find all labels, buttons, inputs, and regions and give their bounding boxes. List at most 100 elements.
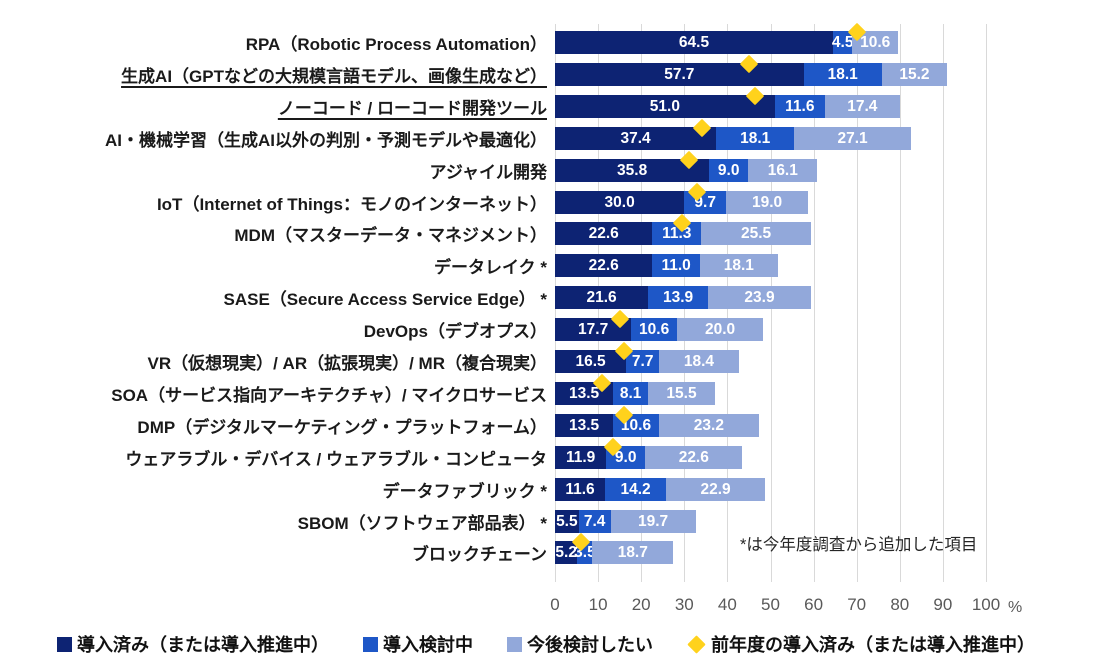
bar-value-label: 30.0 <box>604 193 635 211</box>
bar-segment-considering <box>803 62 882 86</box>
legend-label: 今後検討したい <box>527 635 653 655</box>
bar-segment-considering <box>652 222 702 246</box>
bar-segment-installed <box>555 254 653 278</box>
category-label: DevOps（デブオプス） <box>363 322 547 342</box>
x-tick-label: 50 <box>761 595 780 614</box>
legend-label: 導入済み（または導入推進中） <box>77 635 329 655</box>
bar-value-label: 10.6 <box>860 34 891 51</box>
bar-segment-installed <box>555 350 627 373</box>
bar-segment-future <box>794 126 911 150</box>
bar-segment-considering <box>613 381 649 405</box>
bar-segment-installed <box>555 509 579 533</box>
bar-value-label: 25.5 <box>740 225 772 243</box>
x-tick-label: 70 <box>847 595 867 614</box>
bar-value-label: 13.5 <box>568 416 600 434</box>
bar-value-label: 4.5 <box>831 34 854 51</box>
category-label: IoT（Internet of Things：モノのインターネット） <box>156 194 547 214</box>
legend-item: 導入済み（または導入推進中） <box>57 631 329 657</box>
bar-value-label: 7.4 <box>583 512 606 530</box>
category-label: MDM（マスターデータ・マネジメント） <box>234 226 547 246</box>
legend-label: 導入検討中 <box>383 635 473 655</box>
x-tick-label: 20 <box>631 595 651 614</box>
bar-value-label: 22.9 <box>700 480 731 498</box>
legend: 導入済み（または導入推進中） 導入検討中 今後検討したい 前年度の導入済み（または導入… <box>57 631 1035 657</box>
bar-value-label: 22.6 <box>588 225 619 243</box>
legend-square-icon <box>57 636 72 652</box>
bar-value-label: 64.5 <box>678 34 710 51</box>
bar-segment-installed <box>555 62 804 86</box>
bar-segment-future <box>666 477 765 501</box>
x-tick-label: 10 <box>588 595 608 614</box>
bar-value-label: 15.2 <box>899 65 930 83</box>
x-tick-label: 40 <box>717 595 737 614</box>
gridline <box>986 24 987 582</box>
category-label: 生成AI（GPTなどの大規模言語モデル、画像生成など） <box>121 66 547 86</box>
bar-segment-future <box>592 541 674 565</box>
bar-value-label: 22.6 <box>678 448 709 466</box>
bar-value-label: 18.1 <box>740 129 771 147</box>
legend-item: 導入検討中 <box>363 631 473 657</box>
x-tick-label: 0 <box>550 595 560 614</box>
legend-item: 今後検討したい <box>507 631 653 657</box>
bar-value-label: 11.9 <box>565 448 596 466</box>
bar-value-label: 5.2 <box>555 544 577 562</box>
bar-segment-considering <box>578 509 611 533</box>
bar-segment-considering <box>648 286 708 310</box>
category-label: データレイク * <box>434 258 547 278</box>
bar-segment-considering <box>716 126 795 150</box>
gridline <box>942 24 944 582</box>
bar-value-label: 21.6 <box>586 289 617 307</box>
bar-value-label: 23.2 <box>693 416 724 434</box>
category-label: SASE（Secure Access Service Edge） * <box>223 290 547 310</box>
legend-square-icon <box>363 636 378 652</box>
bar-value-label: 27.1 <box>837 129 868 147</box>
category-label: SBOM（ソフトウェア部品表） * <box>297 513 547 533</box>
bar-segment-future <box>645 445 743 469</box>
bar-value-label: 18.4 <box>683 353 715 370</box>
bar-value-label: 9.0 <box>614 448 637 466</box>
bar-segment-considering <box>631 318 677 342</box>
gridline <box>856 24 858 582</box>
bar-value-label: 10.6 <box>639 321 670 339</box>
category-label: SOA（サービス指向アーキテクチャ）/ マイクロサービス <box>111 385 547 405</box>
category-label: データファブリック * <box>382 481 547 501</box>
bar-value-label: 19.0 <box>751 193 783 211</box>
x-axis-unit-label: % <box>1008 599 1023 616</box>
x-tick-label: 100 <box>971 595 1001 614</box>
category-label: AI・機械学習（生成AI以外の判別・予測モデルや最適化） <box>105 130 547 150</box>
bar-segment-installed <box>555 318 632 342</box>
bar-segment-installed <box>555 222 653 246</box>
bar-value-label: 17.4 <box>847 97 878 115</box>
bar-value-label: 18.7 <box>617 544 648 562</box>
bar-value-label: 16.1 <box>767 161 798 179</box>
bar-value-label: 11.6 <box>565 480 595 498</box>
bar-value-label: 13.9 <box>662 289 694 307</box>
category-label: アジャイル開発 <box>429 162 547 182</box>
category-label: RPA（Robotic Process Automation） <box>245 35 547 54</box>
bar-segment-future <box>699 254 778 278</box>
bar-value-label: 51.0 <box>649 97 680 115</box>
bar-segment-future <box>659 350 739 373</box>
legend-item: 前年度の導入済み（または導入推進中） <box>687 631 1035 657</box>
bar-segment-future <box>708 286 811 310</box>
bar-value-label: 14.2 <box>620 480 651 498</box>
bar-value-label: 37.4 <box>620 129 651 147</box>
bar-value-label: 7.7 <box>631 353 654 370</box>
bar-value-label: 9.0 <box>717 161 740 179</box>
bar-value-label: 8.1 <box>619 384 642 402</box>
bar-segment-installed <box>555 286 649 310</box>
bar-value-label: 15.5 <box>666 384 697 402</box>
bar-segment-installed <box>555 445 607 469</box>
bar-segment-considering <box>709 158 749 182</box>
gridline <box>813 24 815 582</box>
bar-segment-future <box>658 413 759 437</box>
x-tick-label: 90 <box>933 595 953 614</box>
bar-segment-future <box>726 190 808 214</box>
legend-label: 前年度の導入済み（または導入推進中） <box>711 635 1035 655</box>
bar-segment-considering <box>652 254 700 278</box>
bar-segment-installed <box>555 31 833 54</box>
bar-segment-installed <box>555 541 578 565</box>
bar-value-label: 19.7 <box>637 512 669 530</box>
bar-value-label: 11.6 <box>785 97 815 115</box>
